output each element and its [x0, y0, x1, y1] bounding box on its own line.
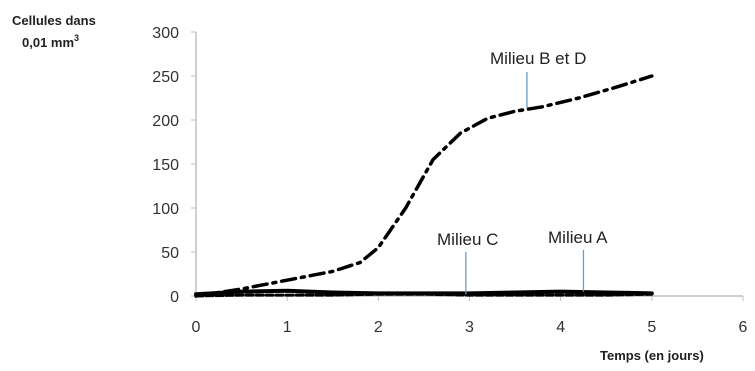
x-axis-title: Temps (en jours) [600, 348, 704, 363]
y-axis-title-line2: 0,01 mm3 [22, 33, 79, 50]
x-tick-label: 5 [647, 319, 656, 336]
x-tick-labels: 0 1 2 3 4 5 6 [192, 296, 748, 336]
series-line-b-d [194, 74, 654, 298]
y-tick-labels: 0 50 100 150 200 250 300 [152, 25, 196, 306]
series-line-c [194, 292, 654, 298]
annotation-milieu-c: Milieu C [437, 230, 498, 249]
x-tick-label: 4 [556, 319, 565, 336]
x-tick-label: 6 [739, 319, 748, 336]
annotations: Milieu B et D Milieu C Milieu A [437, 49, 608, 295]
annotation-milieu-a: Milieu A [548, 228, 608, 247]
x-tick-label: 0 [192, 319, 201, 336]
y-axis-title-superscript: 3 [74, 33, 79, 43]
y-axis-title-text: 0,01 mm [22, 35, 74, 50]
y-axis-title-line1: Cellules dans [12, 13, 96, 28]
axes [195, 32, 743, 297]
y-tick-label: 250 [152, 69, 179, 86]
x-tick-label: 1 [283, 319, 292, 336]
annotation-milieu-b-d: Milieu B et D [490, 49, 586, 68]
y-tick-label: 300 [152, 25, 179, 42]
y-tick-label: 100 [152, 201, 179, 218]
y-tick-label: 150 [152, 157, 179, 174]
axis-titles: Cellules dans 0,01 mm3 Temps (en jours) [12, 13, 704, 363]
y-tick-label: 50 [161, 245, 179, 262]
y-tick-label: 0 [170, 289, 179, 306]
x-tick-label: 3 [465, 319, 474, 336]
series-layer [194, 74, 654, 298]
x-tick-label: 2 [374, 319, 383, 336]
y-tick-label: 200 [152, 113, 179, 130]
